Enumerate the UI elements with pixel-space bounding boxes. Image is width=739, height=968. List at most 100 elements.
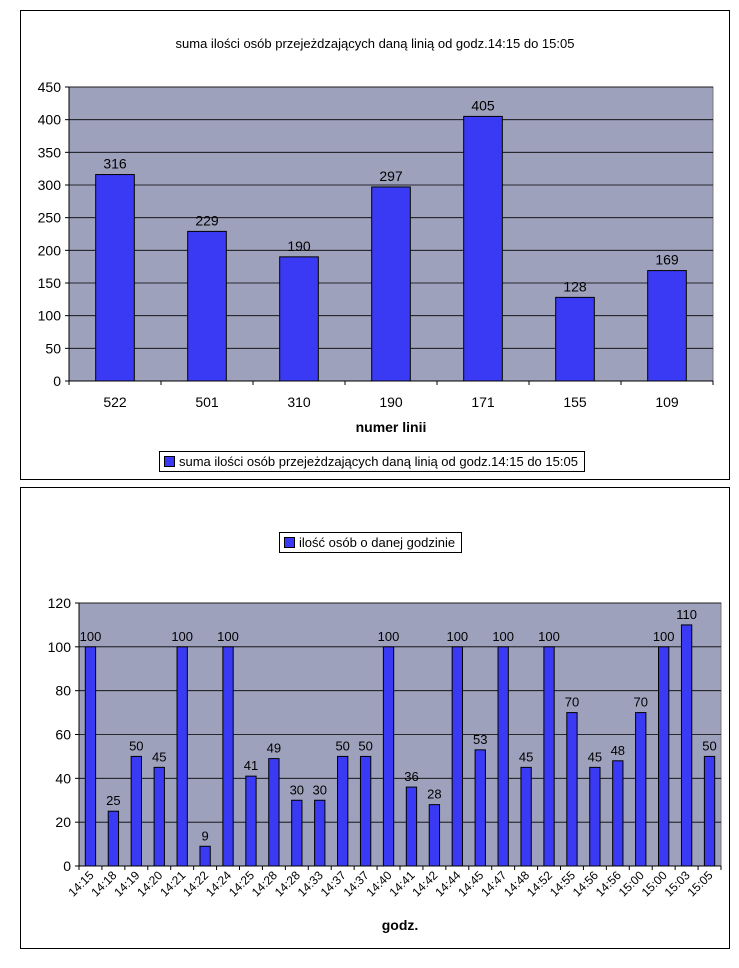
data-label: 70 xyxy=(565,695,579,710)
data-label: 50 xyxy=(358,738,372,753)
bar xyxy=(566,712,578,867)
data-label: 53 xyxy=(473,732,487,747)
data-label: 405 xyxy=(471,97,495,113)
data-label: 50 xyxy=(335,738,349,753)
data-label: 100 xyxy=(217,629,239,644)
bar xyxy=(359,755,372,867)
bar xyxy=(463,115,503,382)
y-tick-label: 120 xyxy=(48,595,72,611)
data-label: 30 xyxy=(290,782,304,797)
bar xyxy=(497,646,509,867)
data-label: 50 xyxy=(702,738,716,753)
data-label: 50 xyxy=(129,738,143,753)
y-tick-label: 300 xyxy=(38,177,62,193)
chart-hourly-counts: ilość osób o danej godzinie 0 20 40 60 80 100… xyxy=(20,487,730,949)
data-label: 128 xyxy=(563,278,587,294)
x-tick-label: 14:37 xyxy=(341,868,372,899)
x-tick-label: 14:56 xyxy=(570,868,601,899)
x-tick-label: 14:21 xyxy=(157,868,188,899)
data-label: 30 xyxy=(313,782,327,797)
y-tick-label: 50 xyxy=(45,340,61,356)
chart-line-totals: suma ilości osób przejeżdzających daną l… xyxy=(20,10,730,480)
x-tick-label: 14:47 xyxy=(478,868,509,899)
data-label: 100 xyxy=(446,629,468,644)
data-label: 100 xyxy=(492,629,514,644)
x-tick-label: 501 xyxy=(195,394,219,410)
bar xyxy=(612,760,624,867)
bar xyxy=(474,749,486,867)
bar xyxy=(153,766,165,867)
bar xyxy=(543,646,555,867)
y-tick-label: 80 xyxy=(55,683,71,699)
data-label: 229 xyxy=(195,212,219,228)
x-tick-label: 14:42 xyxy=(409,868,440,899)
bar xyxy=(382,646,395,867)
bar xyxy=(680,624,693,867)
data-label: 36 xyxy=(404,769,418,784)
y-tick-label: 250 xyxy=(38,210,62,226)
x-tick-label: 14:56 xyxy=(593,868,624,899)
data-label: 100 xyxy=(80,629,102,644)
x-tick-label: 14:45 xyxy=(455,868,486,899)
data-label: 48 xyxy=(611,743,625,758)
x-axis-label: godz. xyxy=(382,917,419,933)
x-tick-label: 14:55 xyxy=(547,868,578,899)
y-tick-label: 450 xyxy=(38,79,62,95)
x-tick-label: 14:41 xyxy=(386,868,417,899)
y-tick-label: 40 xyxy=(55,770,71,786)
y-tick-label: 200 xyxy=(38,242,62,258)
data-label: 41 xyxy=(244,758,258,773)
bar xyxy=(291,799,303,867)
data-label: 45 xyxy=(588,749,602,764)
x-tick-label: 14:28 xyxy=(272,868,303,899)
x-tick-label: 522 xyxy=(103,394,127,410)
bar xyxy=(371,186,411,382)
x-axis-label: numer linii xyxy=(356,419,427,435)
bar xyxy=(107,810,120,867)
chart-legend: suma ilości osób przejeżdzających daną l… xyxy=(159,451,585,472)
bar xyxy=(405,786,418,867)
bar xyxy=(279,256,319,382)
data-label: 110 xyxy=(676,607,697,622)
y-tick-label: 150 xyxy=(38,275,62,291)
x-tick-label: 15:05 xyxy=(685,868,716,899)
x-tick-label: 15:00 xyxy=(616,868,647,899)
bar xyxy=(95,174,135,382)
bar xyxy=(703,755,716,867)
x-tick-label: 14:44 xyxy=(432,868,463,899)
bar xyxy=(268,758,280,867)
x-tick-label: 310 xyxy=(287,394,311,410)
chart-title: suma ilości osób przejeżdzających daną l… xyxy=(175,36,575,51)
bar xyxy=(187,230,227,382)
bar xyxy=(647,270,687,382)
bar xyxy=(658,646,670,867)
x-tick-label: 15:03 xyxy=(662,868,693,899)
bar xyxy=(84,646,97,867)
bar xyxy=(520,766,532,867)
y-tick-label: 20 xyxy=(55,814,71,830)
bar xyxy=(589,766,601,867)
bar xyxy=(199,845,211,867)
y-tick-label: 0 xyxy=(63,858,71,874)
data-label: 9 xyxy=(201,828,208,843)
chart-legend: ilość osób o danej godzinie xyxy=(279,532,463,553)
bar xyxy=(635,712,647,867)
x-tick-label: 14:25 xyxy=(226,868,257,899)
data-label: 169 xyxy=(655,252,679,268)
legend-swatch xyxy=(164,456,175,467)
data-label: 316 xyxy=(103,156,127,172)
legend-label: suma ilości osób przejeżdzających daną l… xyxy=(179,454,578,469)
x-tick-label: 14:37 xyxy=(318,868,349,899)
bar xyxy=(176,646,188,867)
data-label: 49 xyxy=(267,741,281,756)
y-tick-label: 400 xyxy=(38,112,62,128)
chart-plot: 0 20 40 60 80 100 120 100 25 50 45 100 9 100 41 49 30 30 5… xyxy=(48,595,722,933)
data-label: 100 xyxy=(538,629,560,644)
bar xyxy=(555,296,595,382)
data-label: 25 xyxy=(106,793,120,808)
x-tick-label: 14:18 xyxy=(88,868,119,899)
data-label: 297 xyxy=(379,168,403,184)
bar xyxy=(428,804,441,867)
data-label: 100 xyxy=(653,629,675,644)
x-tick-label: 14:52 xyxy=(524,868,555,899)
